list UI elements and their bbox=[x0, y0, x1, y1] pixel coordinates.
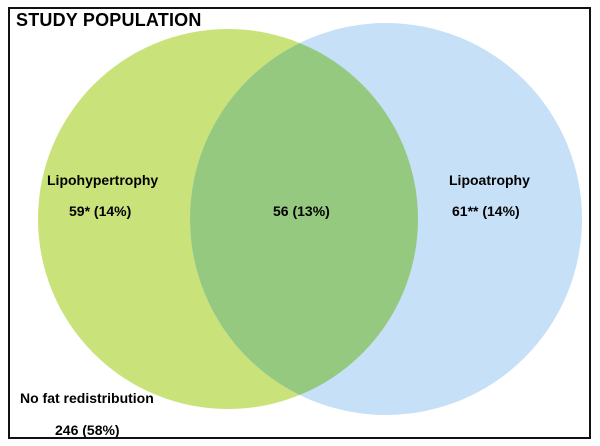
lipohypertrophy-label: Lipohypertrophy bbox=[47, 172, 159, 188]
lipohypertrophy-count: 59* (14%) bbox=[69, 203, 132, 219]
no-fat-redistribution-count: 246 (58%) bbox=[55, 422, 120, 438]
overlap-region bbox=[190, 29, 418, 409]
lipoatrophy-label: Lipoatrophy bbox=[449, 172, 530, 188]
no-fat-redistribution-label: No fat redistribution bbox=[20, 390, 154, 406]
venn-diagram bbox=[38, 23, 582, 415]
lipoatrophy-count: 61** (14%) bbox=[452, 203, 520, 219]
diagram-frame: STUDY POPULATION Lipohypertrophy 59* (14… bbox=[8, 7, 591, 439]
diagram-title: STUDY POPULATION bbox=[16, 10, 202, 30]
intersection-count: 56 (13%) bbox=[273, 203, 330, 219]
